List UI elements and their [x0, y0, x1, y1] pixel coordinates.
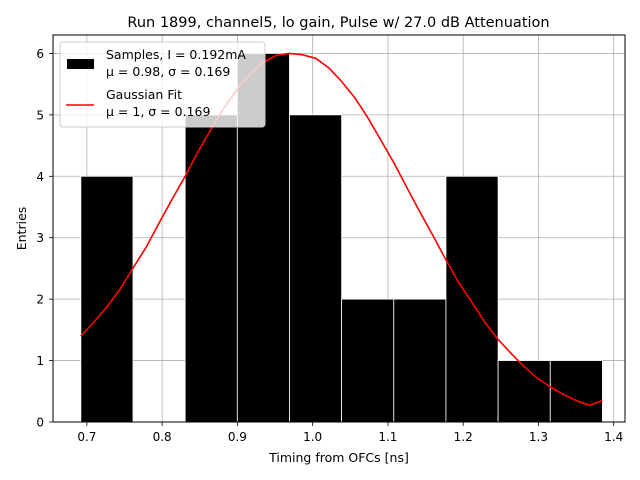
y-tick-label: 3	[36, 231, 44, 245]
chart-title: Run 1899, channel5, lo gain, Pulse w/ 27…	[127, 15, 549, 31]
histogram-bars	[80, 53, 603, 423]
x-tick-label: 1.1	[378, 430, 397, 444]
x-axis-label: Timing from OFCs [ns]	[268, 450, 409, 465]
histogram-bar	[497, 360, 551, 423]
histogram-bar	[289, 114, 343, 423]
y-tick-label: 2	[36, 293, 44, 307]
x-tick-label: 1.3	[529, 430, 548, 444]
y-tick-label: 4	[36, 170, 44, 184]
legend-box	[59, 41, 266, 128]
histogram-bar	[393, 298, 447, 423]
y-axis-ticks: 0 1 2 3 4 5 6	[36, 47, 53, 430]
y-tick-label: 5	[36, 108, 44, 122]
x-tick-label: 0.9	[228, 430, 247, 444]
y-tick-label: 6	[36, 47, 44, 61]
x-axis-ticks: 0.7 0.8 0.9 1.0 1.1 1.2 1.3 1.4	[77, 422, 623, 444]
legend-samples-label: Samples, I = 0.192mA	[106, 47, 246, 62]
fit-line	[80, 52, 603, 407]
histogram-bar	[445, 175, 499, 423]
y-tick-label: 0	[36, 416, 44, 430]
plot-frame	[52, 34, 626, 423]
x-tick-label: 0.8	[153, 430, 172, 444]
x-tick-label: 1.4	[604, 430, 623, 444]
y-tick-label: 1	[36, 354, 44, 368]
legend-fit-stats: μ = 1, σ = 0.169	[106, 104, 210, 119]
histogram-bar	[80, 175, 134, 423]
y-axis-label: Entries	[14, 207, 29, 251]
legend-samples-stats: μ = 0.98, σ = 0.169	[106, 64, 230, 79]
x-tick-label: 0.7	[77, 430, 96, 444]
x-tick-label: 1.0	[303, 430, 322, 444]
legend-samples-swatch	[67, 59, 94, 69]
legend: Samples, I = 0.192mA μ = 0.98, σ = 0.169…	[59, 41, 266, 128]
legend-fit-label: Gaussian Fit	[106, 87, 182, 102]
x-tick-label: 1.2	[454, 430, 473, 444]
histogram-bar	[341, 298, 395, 423]
gaussian-fit	[80, 52, 603, 407]
